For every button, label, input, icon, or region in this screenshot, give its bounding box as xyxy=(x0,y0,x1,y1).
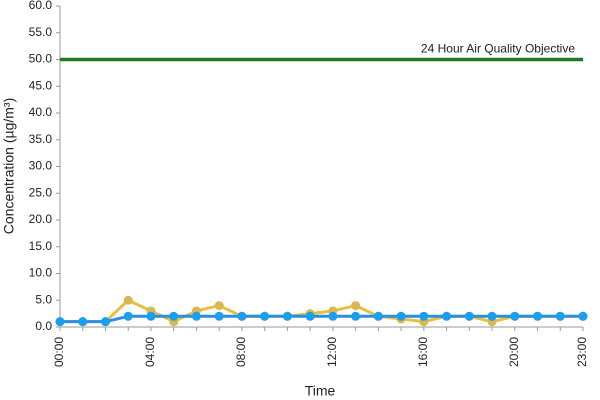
x-tick-label: 08:00 xyxy=(234,337,248,367)
point xyxy=(214,301,224,311)
x-tick-label: 16:00 xyxy=(416,337,430,367)
reference-label: 24 Hour Air Quality Objective xyxy=(421,42,575,56)
y-tick-label: 50.0 xyxy=(29,52,53,66)
x-axis-title: Time xyxy=(305,383,336,399)
x-tick-label: 00:00 xyxy=(52,337,66,367)
point xyxy=(533,311,543,321)
y-tick-label: 30.0 xyxy=(29,159,53,173)
point xyxy=(191,311,201,321)
point xyxy=(419,311,429,321)
point xyxy=(328,311,338,321)
point xyxy=(510,311,520,321)
y-tick-label: 0.0 xyxy=(35,319,52,333)
point xyxy=(146,311,156,321)
x-tick-label: 04:00 xyxy=(143,337,157,367)
x-tick-label: 20:00 xyxy=(507,337,521,367)
point xyxy=(487,311,497,321)
x-tick-label: 12:00 xyxy=(325,337,339,367)
point xyxy=(373,311,383,321)
x-tick-label: 23:00 xyxy=(575,337,589,367)
point xyxy=(351,301,361,311)
point xyxy=(123,295,133,305)
point xyxy=(442,311,452,321)
y-tick-label: 15.0 xyxy=(29,239,53,253)
point xyxy=(214,311,224,321)
point xyxy=(555,311,565,321)
y-tick-label: 35.0 xyxy=(29,132,53,146)
y-tick-label: 55.0 xyxy=(29,25,53,39)
series-line xyxy=(60,298,583,324)
y-tick-label: 60.0 xyxy=(29,0,53,12)
y-axis-title: Concentration (µg/m³) xyxy=(1,98,17,234)
y-tick-label: 20.0 xyxy=(29,212,53,226)
y-tick-label: 5.0 xyxy=(35,292,52,306)
point xyxy=(169,311,179,321)
y-tick-label: 10.0 xyxy=(29,266,53,280)
point xyxy=(282,311,292,321)
point xyxy=(464,311,474,321)
point xyxy=(237,311,247,321)
point xyxy=(305,311,315,321)
point xyxy=(55,317,65,327)
y-tick-label: 40.0 xyxy=(29,105,53,119)
point xyxy=(123,311,133,321)
point xyxy=(260,311,270,321)
point xyxy=(100,317,110,327)
point xyxy=(578,311,588,321)
point xyxy=(351,311,361,321)
point xyxy=(78,317,88,327)
y-tick-label: 45.0 xyxy=(29,78,53,92)
point xyxy=(396,311,406,321)
y-tick-label: 25.0 xyxy=(29,185,53,199)
